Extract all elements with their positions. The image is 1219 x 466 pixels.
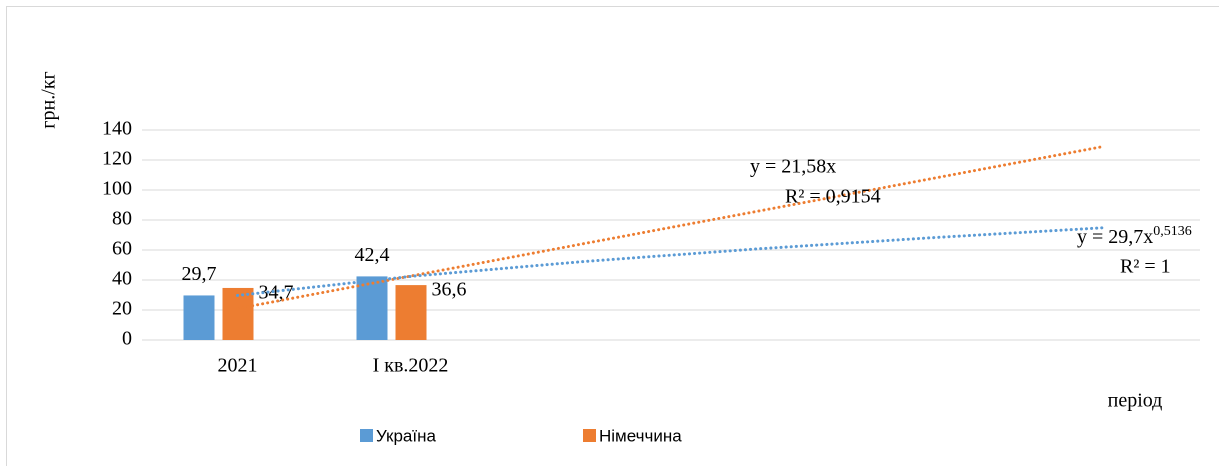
data-label: 36,6 <box>432 279 467 301</box>
data-label: 29,7 <box>182 263 217 285</box>
legend-label: Німеччина <box>599 426 682 445</box>
data-label: 42,4 <box>355 244 390 266</box>
y-tick-label: 20 <box>112 298 132 320</box>
trend-r2: R² = 0,9154 <box>785 186 881 208</box>
y-tick-label: 0 <box>122 328 132 350</box>
y-tick-label: 80 <box>112 208 132 230</box>
trendline <box>236 226 1104 297</box>
trend-r2: R² = 1 <box>1120 256 1171 278</box>
legend-swatch <box>583 429 596 442</box>
legend-label: Україна <box>376 426 436 445</box>
data-label: 34,7 <box>259 282 294 304</box>
bar <box>395 285 427 340</box>
x-tick-label: I кв.2022 <box>373 355 449 377</box>
bar <box>356 276 388 340</box>
y-tick-label: 120 <box>102 148 132 170</box>
y-axis-title: грн./кг <box>38 71 60 128</box>
chart-frame <box>6 6 1219 466</box>
trend-equation-base: y = 29,7x <box>1077 226 1153 248</box>
bar <box>183 295 215 340</box>
trend-equation: y = 29,7x0,5136 <box>1077 224 1192 247</box>
legend-swatch <box>360 429 373 442</box>
trendline <box>236 145 1104 310</box>
y-tick-label: 60 <box>112 238 132 260</box>
y-tick-label: 140 <box>102 118 132 140</box>
x-tick-label: 2021 <box>218 355 258 377</box>
trend-equation-exponent: 0,5136 <box>1153 224 1192 239</box>
trend-equation: y = 21,58x <box>750 156 836 178</box>
y-tick-label: 100 <box>102 178 132 200</box>
y-tick-label: 40 <box>112 268 132 290</box>
x-axis-title: період <box>1108 390 1163 412</box>
